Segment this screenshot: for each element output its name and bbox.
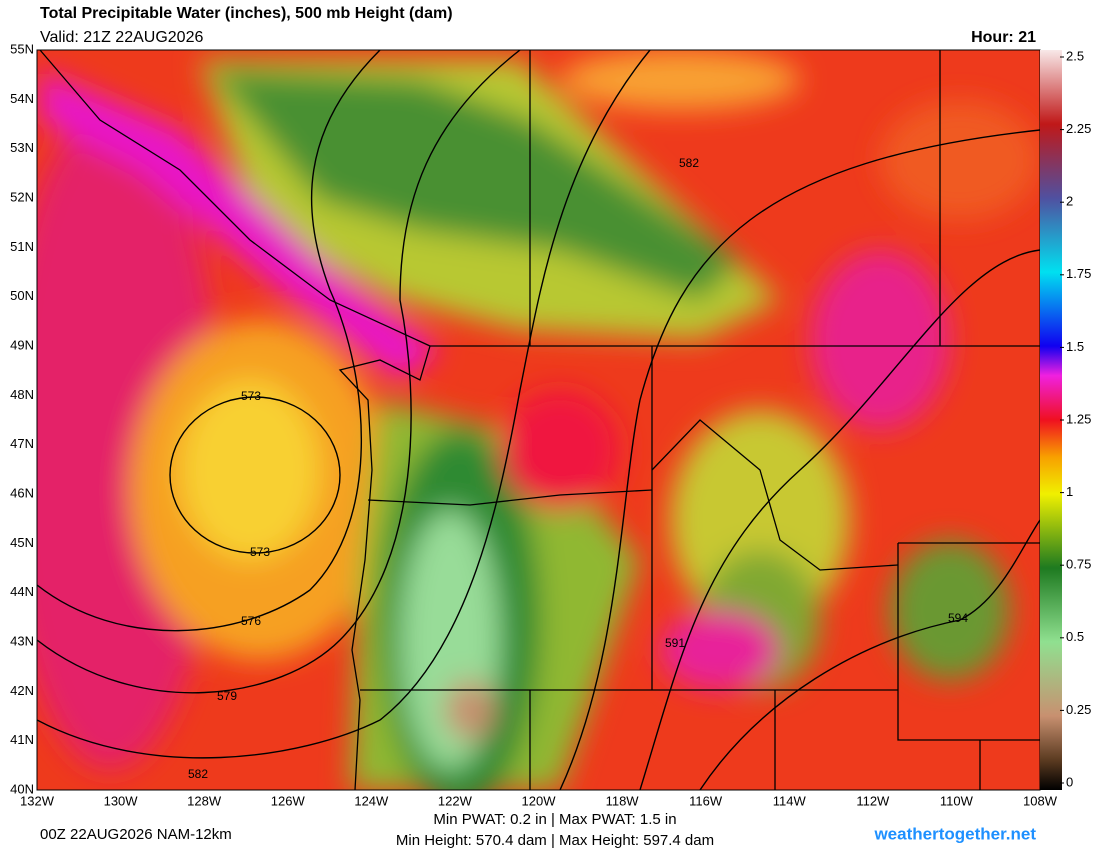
site: weathertogether.net (873, 824, 1036, 843)
lon-label: 112W (856, 793, 890, 808)
lat-label: 53N (10, 140, 34, 155)
colorbar-label: 1.75 (1066, 266, 1091, 281)
colorbar-label: 0.25 (1066, 702, 1091, 717)
colorbar-label: 2.5 (1066, 48, 1084, 63)
lat-label: 40N (10, 781, 34, 796)
lat-label: 54N (10, 91, 34, 106)
run-info: 00Z 22AUG2026 NAM-12km (40, 826, 232, 843)
valid-time: Valid: 21Z 22AUG2026 (40, 29, 203, 46)
lat-label: 47N (10, 436, 34, 451)
lat-label: 55N (10, 41, 34, 56)
colorbar-label: 2.25 (1066, 121, 1091, 136)
colorbar-label: 1.5 (1066, 339, 1084, 354)
contour-label: 573 (250, 545, 270, 559)
lon-label: 124W (354, 793, 389, 808)
lat-label: 51N (10, 239, 34, 254)
lat-label: 49N (10, 337, 34, 352)
contour-label: 582 (188, 767, 208, 781)
lat-label: 52N (10, 189, 34, 204)
lon-label: 116W (689, 793, 723, 808)
lon-label: 118W (606, 793, 640, 808)
contour-label: 579 (217, 689, 237, 703)
lat-label: 46N (10, 485, 34, 500)
lon-label: 122W (438, 793, 473, 808)
contour-label: 582 (679, 156, 699, 170)
pwat-stats: Min PWAT: 0.2 in | Max PWAT: 1.5 in (433, 811, 676, 828)
lat-label: 48N (10, 387, 34, 402)
lat-label: 43N (10, 633, 34, 648)
contour-label: 591 (665, 636, 685, 650)
lon-label: 128W (187, 793, 222, 808)
lon-label: 108W (1023, 793, 1058, 808)
lat-label: 42N (10, 683, 34, 698)
contour-label: 573 (241, 389, 261, 403)
field: 573 573 576 579 582 582 591 594 (37, 50, 1040, 790)
lon-label: 110W (940, 793, 974, 808)
colorbar (1040, 50, 1062, 790)
colorbar-label: 1 (1066, 484, 1073, 499)
lat-label: 50N (10, 288, 34, 303)
colorbar-label: 0.5 (1066, 629, 1084, 644)
colorbar-label: 0.75 (1066, 557, 1091, 572)
lon-label: 114W (773, 793, 807, 808)
colorbar-label: 0 (1066, 774, 1073, 789)
height-stats: Min Height: 570.4 dam | Max Height: 597.… (396, 832, 714, 849)
lon-label: 130W (104, 793, 139, 808)
colorbar-label: 1.25 (1066, 411, 1091, 426)
lon-label: 120W (522, 793, 557, 808)
lat-label: 41N (10, 732, 34, 747)
title: Total Precipitable Water (inches), 500 m… (40, 5, 453, 22)
contour-label: 576 (241, 614, 261, 628)
lon-label: 132W (20, 793, 55, 808)
lon-label: 126W (271, 793, 306, 808)
contour-label: 594 (948, 611, 968, 625)
lat-label: 45N (10, 535, 34, 550)
colorbar-label: 2 (1066, 194, 1073, 209)
lat-label: 44N (10, 584, 34, 599)
forecast-hour: Hour: 21 (971, 29, 1036, 46)
